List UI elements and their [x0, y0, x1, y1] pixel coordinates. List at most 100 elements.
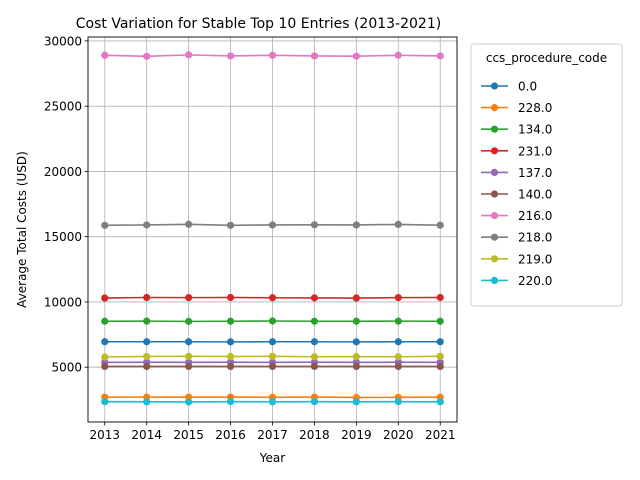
legend-item: 231.0	[481, 144, 552, 158]
data-point	[185, 352, 193, 360]
legend-item: 216.0	[481, 209, 552, 223]
data-point	[352, 398, 360, 406]
data-point	[352, 353, 360, 361]
legend-label: 231.0	[518, 144, 552, 158]
data-point	[185, 294, 193, 302]
legend-item: 220.0	[481, 274, 552, 288]
data-point	[310, 317, 319, 325]
legend-frame	[470, 43, 623, 307]
legend-marker	[490, 276, 499, 284]
data-point	[226, 317, 235, 325]
data-point	[185, 317, 193, 325]
data-point	[310, 362, 319, 371]
legend-label: 228.0	[518, 101, 552, 115]
data-point	[394, 353, 402, 361]
legend-label: 140.0	[518, 188, 552, 202]
legend-item: 137.0	[481, 166, 552, 180]
data-point	[394, 51, 402, 59]
data-point	[352, 362, 360, 371]
data-point	[352, 317, 360, 325]
data-point	[394, 220, 402, 229]
y-axis-ticks: 5000 10000 15000 20000 25000 30000	[44, 34, 88, 375]
data-point	[352, 338, 360, 346]
legend-item: 218.0	[481, 231, 552, 245]
series-218.0	[101, 220, 444, 229]
data-point	[226, 221, 235, 229]
y-tick-label: 30000	[44, 34, 82, 48]
x-tick-label: 2018	[299, 428, 330, 442]
x-tick-label: 2020	[383, 428, 414, 442]
data-point	[101, 353, 109, 361]
data-point	[310, 52, 319, 60]
legend-marker	[490, 125, 499, 133]
data-point	[185, 338, 193, 346]
data-point	[352, 221, 360, 229]
data-point	[226, 293, 235, 302]
legend-item: 0.0	[481, 80, 537, 94]
series-216.0	[101, 51, 444, 60]
data-point	[268, 352, 277, 360]
legend: ccs_procedure_code 0.0 228.0 134.0 231.0 137…	[470, 43, 623, 307]
data-point	[101, 362, 109, 371]
data-point	[226, 52, 235, 60]
data-point	[101, 221, 109, 229]
x-tick-label: 2017	[257, 428, 288, 442]
series-140.0	[101, 362, 444, 371]
data-point	[143, 338, 151, 346]
x-tick-label: 2016	[215, 428, 246, 442]
legend-item: 228.0	[481, 101, 552, 115]
legend-item: 219.0	[481, 252, 552, 266]
legend-marker	[490, 82, 499, 90]
data-point	[185, 51, 193, 59]
data-point	[436, 52, 444, 60]
series-231.0	[101, 293, 444, 302]
legend-label: 0.0	[518, 80, 537, 94]
y-tick-label: 20000	[44, 165, 82, 179]
data-point	[143, 293, 151, 302]
x-axis-label: Year	[259, 451, 285, 465]
data-point	[185, 398, 193, 406]
data-point	[101, 51, 109, 59]
series-219.0	[101, 352, 444, 361]
data-point	[436, 221, 444, 229]
data-point	[226, 398, 235, 406]
legend-marker	[490, 212, 499, 220]
data-point	[101, 294, 109, 302]
data-point	[268, 362, 277, 371]
grid-lines	[88, 37, 457, 422]
data-point	[310, 353, 319, 361]
y-tick-label: 15000	[44, 230, 82, 244]
legend-label: 134.0	[518, 123, 552, 137]
legend-item: 140.0	[481, 188, 552, 202]
data-point	[143, 398, 151, 406]
series-220.0	[101, 398, 444, 406]
y-axis-label: Average Total Costs (USD)	[15, 151, 29, 308]
x-tick-label: 2019	[341, 428, 372, 442]
data-point	[310, 338, 319, 346]
legend-items: 0.0 228.0 134.0 231.0 137.0 140.0 216.0 218.0 21…	[481, 80, 552, 288]
data-point	[436, 293, 444, 302]
legend-label: 218.0	[518, 231, 552, 245]
x-tick-label: 2021	[425, 428, 456, 442]
legend-label: 137.0	[518, 166, 552, 180]
data-point	[143, 221, 151, 229]
data-point	[436, 352, 444, 360]
data-point	[143, 317, 151, 325]
data-point	[394, 398, 402, 406]
data-point	[394, 294, 402, 302]
data-point	[101, 398, 109, 406]
legend-item: 134.0	[481, 123, 552, 137]
y-tick-label: 25000	[44, 100, 82, 114]
data-point	[226, 352, 235, 361]
data-point	[436, 338, 444, 346]
series-134.0	[101, 317, 444, 325]
legend-label: 219.0	[518, 252, 552, 266]
data-point	[268, 221, 277, 229]
data-point	[310, 398, 319, 406]
legend-marker	[490, 190, 499, 198]
data-point	[352, 294, 360, 302]
data-point	[268, 338, 277, 346]
y-tick-label: 10000	[44, 295, 82, 309]
x-axis-ticks: 2013 2014 2015 2016 2017 2018 2019 2020 2021	[89, 422, 456, 442]
data-point	[185, 362, 193, 371]
